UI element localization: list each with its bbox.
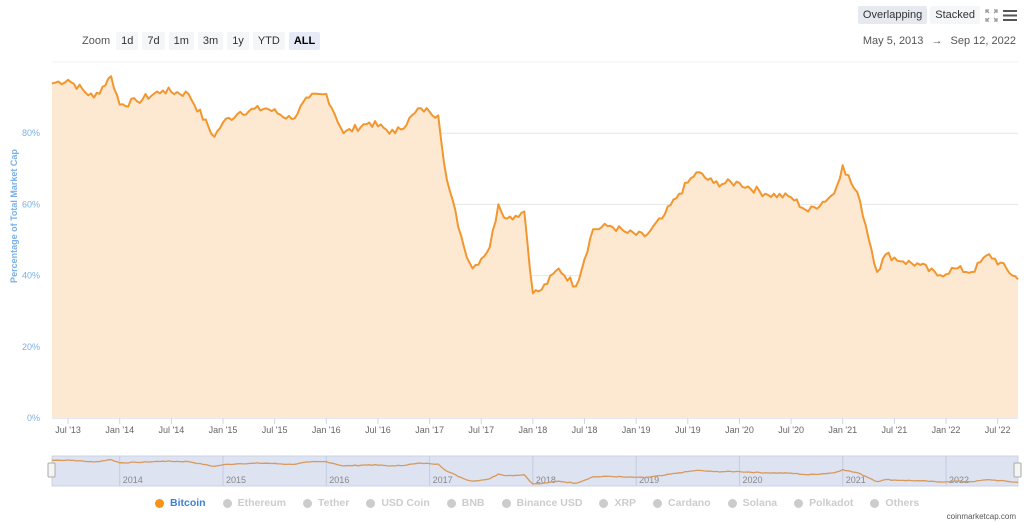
zoom-7d-button[interactable]: 7d	[142, 32, 165, 50]
legend-item-bnb[interactable]: BNB	[446, 497, 485, 509]
navigator-tick-label: 2020	[742, 475, 762, 485]
legend-label: BNB	[461, 497, 485, 509]
fullscreen-icon[interactable]	[983, 7, 999, 23]
navigator-tick-label: 2019	[639, 475, 659, 485]
overlapping-button[interactable]: Overlapping	[857, 6, 928, 24]
legend-dot-icon	[653, 498, 663, 508]
y-tick-label: 0%	[27, 413, 40, 423]
zoom-3m-button[interactable]: 3m	[197, 32, 224, 50]
y-tick-label: 60%	[22, 199, 40, 209]
legend-item-xrp[interactable]: XRP	[599, 497, 636, 509]
bitcoin-area	[52, 76, 1018, 418]
y-axis-ticks: 0% 20% 40% 60% 80%	[22, 128, 40, 423]
legend-item-polkadot[interactable]: Polkadot	[794, 497, 853, 509]
y-tick-label: 80%	[22, 128, 40, 138]
navigator-tick-label: 2014	[123, 475, 143, 485]
x-tick-label: Jul '14	[159, 425, 185, 435]
legend: Bitcoin Ethereum Tether USD Coin BNB Binance …	[155, 497, 919, 509]
x-tick-label: Jan '14	[105, 425, 134, 435]
date-from[interactable]: May 5, 2013	[862, 35, 924, 47]
legend-label: Cardano	[668, 497, 711, 509]
x-tick-label: Jan '16	[312, 425, 341, 435]
x-tick-label: Jan '17	[415, 425, 444, 435]
zoom-1d-button[interactable]: 1d	[116, 32, 139, 50]
navigator-ticks: 2014 2015 2016 2017 2018 2019 2020 2021 2022	[119, 456, 969, 486]
legend-dot-icon	[599, 498, 609, 508]
bitcoin-line[interactable]	[51, 75, 1019, 295]
hamburger-menu-icon[interactable]	[1002, 7, 1018, 23]
navigator-background[interactable]	[51, 455, 1019, 487]
navigator-line	[51, 458, 1019, 485]
legend-label: Tether	[318, 497, 350, 509]
legend-label: Others	[885, 497, 920, 509]
zoom-1m-button[interactable]: 1m	[168, 32, 194, 50]
legend-label: USD Coin	[381, 497, 430, 509]
legend-item-cardano[interactable]: Cardano	[653, 497, 711, 509]
zoom-all-button[interactable]: ALL	[288, 32, 321, 50]
credit-link[interactable]: coinmarketcap.com	[946, 512, 1016, 521]
x-tick-label: Jul '15	[262, 425, 288, 435]
x-tick-label: Jul '13	[55, 425, 81, 435]
navigator-right-handle[interactable]	[1013, 462, 1022, 478]
chart-mode-toolbar: Overlapping Stacked	[857, 6, 1018, 24]
x-tick-label: Jan '15	[209, 425, 238, 435]
legend-dot-icon	[501, 498, 511, 508]
y-tick-label: 40%	[22, 271, 40, 281]
x-tick-label: Jan '18	[519, 425, 548, 435]
x-tick-label: Jul '17	[468, 425, 494, 435]
legend-item-others[interactable]: Others	[870, 497, 919, 509]
date-to[interactable]: Sep 12, 2022	[950, 35, 1016, 47]
legend-dot-icon	[870, 498, 880, 508]
y-tick-label: 20%	[22, 342, 40, 352]
navigator-tick-label: 2016	[329, 475, 349, 485]
stacked-button[interactable]: Stacked	[930, 6, 980, 24]
navigator-tick-label: 2022	[949, 475, 969, 485]
legend-item-binance-usd[interactable]: Binance USD	[501, 497, 583, 509]
legend-label: Polkadot	[809, 497, 854, 509]
y-axis-title: Percentage of Total Market Cap	[9, 149, 19, 283]
legend-item-bitcoin[interactable]: Bitcoin	[155, 497, 206, 509]
date-range: May 5, 2013 → Sep 12, 2022	[863, 35, 1016, 47]
legend-item-ethereum[interactable]: Ethereum	[222, 497, 287, 509]
date-arrow: →	[931, 35, 943, 47]
navigator-tick-label: 2015	[226, 475, 246, 485]
x-tick-label: Jul '21	[882, 425, 908, 435]
navigator-left-handle[interactable]	[47, 462, 56, 478]
zoom-1y-button[interactable]: 1y	[227, 32, 249, 50]
zoom-selector: Zoom 1d 7d 1m 3m 1y YTD ALL	[82, 32, 321, 50]
legend-dot-icon	[727, 498, 737, 508]
legend-label: Binance USD	[516, 497, 583, 509]
navigator-tick-label: 2017	[433, 475, 453, 485]
navigator-tick-label: 2018	[536, 475, 556, 485]
x-tick-label: Jul '20	[778, 425, 804, 435]
legend-label: Solana	[742, 497, 778, 509]
x-tick-label: Jan '22	[932, 425, 961, 435]
legend-dot-icon	[366, 498, 376, 508]
x-tick-label: Jan '21	[828, 425, 857, 435]
x-tick-label: Jan '19	[622, 425, 651, 435]
legend-item-tether[interactable]: Tether	[303, 497, 349, 509]
x-tick-label: Jan '20	[725, 425, 754, 435]
legend-item-solana[interactable]: Solana	[727, 497, 778, 509]
x-axis-ticks: Jul '13 Jan '14 Jul '14 Jan '15 Jul '15 Jan '…	[55, 418, 1011, 435]
legend-dot-icon	[446, 498, 456, 508]
legend-label: Ethereum	[237, 497, 287, 509]
grid-lines	[52, 61, 1018, 419]
legend-dot-icon	[222, 498, 232, 508]
zoom-ytd-button[interactable]: YTD	[252, 32, 285, 50]
navigator-tick-label: 2021	[846, 475, 866, 485]
legend-label: XRP	[614, 497, 637, 509]
x-tick-label: Jul '19	[675, 425, 701, 435]
x-tick-label: Jul '18	[572, 425, 598, 435]
legend-dot-icon	[155, 498, 164, 508]
x-tick-label: Jul '16	[365, 425, 391, 435]
legend-dot-icon	[794, 498, 804, 508]
legend-item-usd-coin[interactable]: USD Coin	[366, 497, 430, 509]
x-tick-label: Jul '22	[985, 425, 1011, 435]
legend-dot-icon	[303, 498, 313, 508]
zoom-label: Zoom	[82, 35, 111, 47]
legend-label: Bitcoin	[170, 497, 206, 509]
